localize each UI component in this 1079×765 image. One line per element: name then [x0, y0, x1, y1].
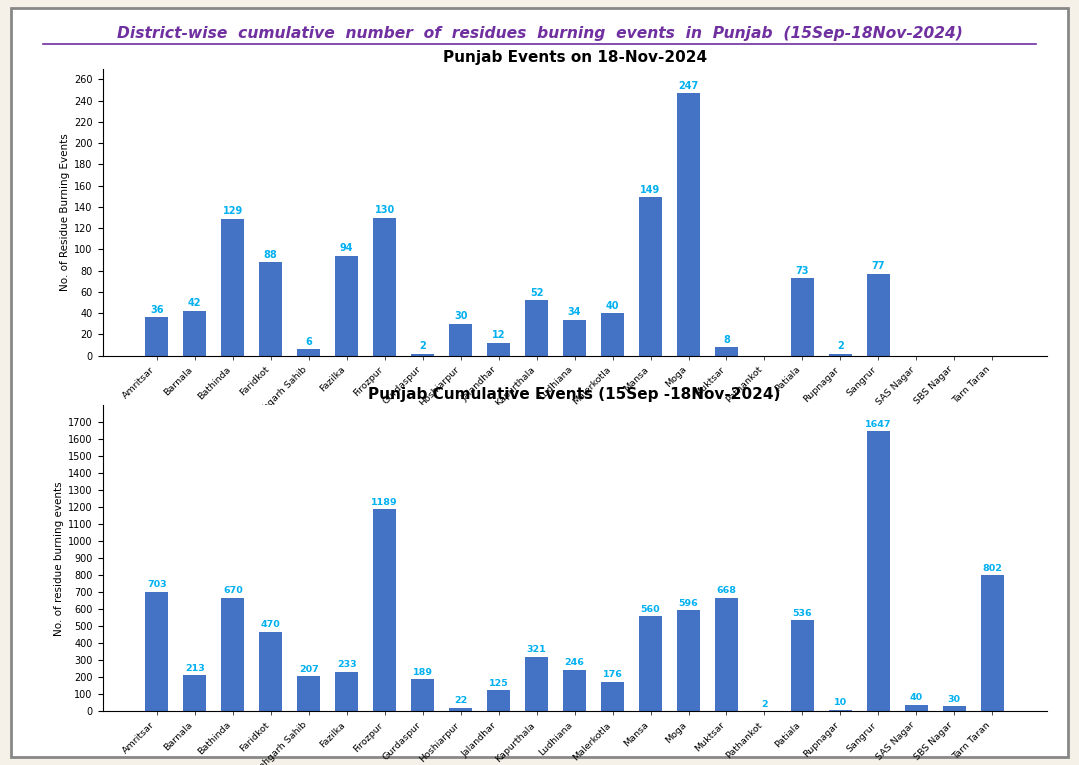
Bar — [943, 706, 966, 711]
Text: 247: 247 — [679, 80, 698, 90]
Text: 94: 94 — [340, 243, 354, 253]
Text: 213: 213 — [185, 664, 205, 672]
Text: 34: 34 — [568, 307, 582, 317]
Bar — [259, 632, 282, 711]
Text: 1647: 1647 — [865, 420, 891, 429]
Title: Punjab Events on 18-Nov-2024: Punjab Events on 18-Nov-2024 — [442, 50, 707, 65]
Bar — [298, 676, 320, 711]
Y-axis label: No. of Residue Burning Events: No. of Residue Burning Events — [60, 133, 70, 291]
Text: 176: 176 — [602, 670, 623, 679]
Bar — [221, 597, 244, 711]
Bar — [336, 672, 358, 711]
Text: 73: 73 — [795, 265, 809, 275]
Text: 536: 536 — [793, 609, 812, 618]
Text: 2: 2 — [837, 341, 844, 351]
Bar — [411, 679, 434, 711]
FancyBboxPatch shape — [11, 8, 1068, 757]
Bar — [488, 690, 510, 711]
Text: 560: 560 — [641, 604, 660, 614]
Bar — [525, 657, 548, 711]
Bar — [829, 710, 851, 711]
Text: 1189: 1189 — [371, 498, 398, 506]
Text: 6: 6 — [305, 337, 312, 347]
Text: 40: 40 — [605, 301, 619, 311]
Text: 2: 2 — [420, 341, 426, 351]
Text: 30: 30 — [947, 695, 960, 704]
Y-axis label: No. of residue burning events: No. of residue burning events — [54, 481, 64, 636]
Bar — [298, 350, 320, 356]
Text: 125: 125 — [489, 679, 508, 688]
Bar — [981, 575, 1003, 711]
Text: 596: 596 — [679, 598, 698, 607]
Text: 2: 2 — [761, 699, 768, 708]
Bar — [183, 675, 206, 711]
Bar — [868, 431, 890, 711]
Bar — [678, 610, 700, 711]
Text: 52: 52 — [530, 288, 544, 298]
Text: 130: 130 — [374, 205, 395, 215]
Bar — [373, 217, 396, 356]
Bar — [601, 313, 624, 356]
Text: 207: 207 — [299, 665, 318, 674]
Bar — [639, 197, 661, 356]
Text: 22: 22 — [454, 696, 467, 705]
Bar — [715, 598, 738, 711]
Text: 233: 233 — [337, 660, 356, 669]
Text: 246: 246 — [564, 658, 585, 667]
Text: 802: 802 — [982, 564, 1002, 572]
Bar — [221, 219, 244, 356]
Text: 36: 36 — [150, 304, 164, 315]
Bar — [525, 301, 548, 356]
Text: 470: 470 — [261, 620, 281, 629]
Text: 670: 670 — [223, 586, 243, 595]
Text: 8: 8 — [723, 334, 729, 344]
Bar — [639, 617, 661, 711]
Text: 149: 149 — [641, 185, 660, 195]
Text: 189: 189 — [412, 668, 433, 677]
Text: 42: 42 — [188, 298, 202, 308]
Bar — [563, 320, 586, 356]
Bar — [146, 592, 168, 711]
Bar — [411, 353, 434, 356]
Text: 668: 668 — [716, 586, 737, 595]
Text: 77: 77 — [872, 262, 885, 272]
Bar — [678, 93, 700, 356]
Text: 30: 30 — [454, 311, 467, 321]
Bar — [259, 262, 282, 356]
Bar — [146, 317, 168, 356]
Text: 10: 10 — [834, 698, 847, 707]
Bar — [905, 705, 928, 711]
Text: 321: 321 — [527, 646, 546, 654]
Text: 88: 88 — [264, 249, 277, 259]
Text: District-wise  cumulative  number  of  residues  burning  events  in  Punjab  (1: District-wise cumulative number of resid… — [117, 26, 962, 41]
Text: 129: 129 — [222, 206, 243, 216]
Title: Punjab Cumulative Events (15Sep -18Nov-2024): Punjab Cumulative Events (15Sep -18Nov-2… — [368, 386, 781, 402]
Bar — [373, 509, 396, 711]
Text: 40: 40 — [910, 693, 923, 702]
Bar — [336, 256, 358, 356]
Bar — [563, 669, 586, 711]
Bar — [868, 274, 890, 356]
Bar — [488, 343, 510, 356]
Text: 12: 12 — [492, 330, 505, 340]
Bar — [601, 682, 624, 711]
Bar — [449, 324, 472, 356]
Text: 703: 703 — [147, 581, 166, 589]
Bar — [449, 708, 472, 711]
Bar — [715, 347, 738, 356]
Bar — [791, 620, 814, 711]
Bar — [183, 311, 206, 356]
Bar — [791, 278, 814, 356]
Bar — [829, 353, 851, 356]
